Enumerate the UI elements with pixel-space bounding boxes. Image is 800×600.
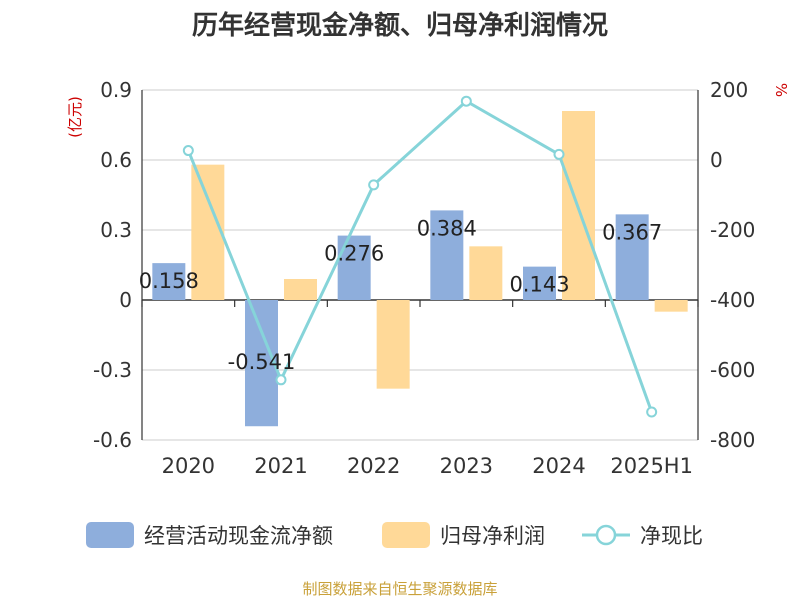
source-note: 制图数据来自恒生聚源数据库 [302,580,497,598]
bar-cashflow [152,263,186,300]
x-tick-label: 2022 [347,454,400,478]
data-label: 0.367 [602,220,662,244]
data-label: 0.143 [509,273,569,297]
y-right-unit: % [772,83,790,97]
bars [152,111,688,427]
y-left-tick-label: -0.3 [93,358,132,382]
bar-cashflow [430,210,464,300]
chart-title: 历年经营现金净额、归母净利润情况 [192,10,608,41]
y-right-tick-label: -200 [710,218,755,242]
bar-cashflow [245,300,278,427]
gridlines [142,89,698,441]
bar-netprofit [284,279,317,300]
ratio-point [182,145,194,157]
axes: 0.9 0.6 0.3 0 -0.3 -0.6 200 0 -200 -400 -600 -800 20… [93,78,755,478]
y-right-tick-label: -600 [710,358,755,382]
legend-swatch-cashflow [86,522,134,548]
y-left-tick-label: 0 [119,288,132,312]
ratio-line-path [186,99,654,413]
data-label: 0.158 [139,269,199,293]
bar-netprofit [654,300,688,312]
ratio-point [646,406,658,418]
y-right-tick-label: -400 [710,288,755,312]
y-right-tick-label: -800 [710,428,755,452]
data-label: 0.384 [417,216,477,240]
y-right-tick-label: 200 [710,78,748,102]
x-tick-label: 2023 [440,454,493,478]
x-tick-label: 2021 [254,454,307,478]
y-left-tick-label: 0.6 [100,148,132,172]
bar-netprofit [376,300,410,389]
y-left-tick-label: 0.9 [100,78,132,102]
bar-netprofit [469,246,503,300]
legend-label-netprofit: 归母净利润 [440,524,545,548]
legend-swatch-netprofit [382,522,430,548]
y-left-unit: (亿元) [66,96,84,138]
bar-cashflow [615,214,649,300]
ratio-point [275,374,287,386]
y-left-tick-label: 0.3 [100,218,132,242]
y-right-tick-label: 0 [710,148,723,172]
ratio-point [553,148,565,160]
data-label: 0.276 [324,242,384,266]
data-labels: 0.158 -0.541 0.276 0.384 0.143 0.367 [139,216,662,374]
data-label: -0.541 [228,350,296,374]
y-left-tick-label: -0.6 [93,428,132,452]
x-tick-label: 2024 [532,454,585,478]
bar-cashflow [523,266,556,300]
bar-netprofit [191,164,225,300]
x-tick-label: 2025H1 [610,454,693,478]
legend-label-cashflow: 经营活动现金流净额 [144,524,333,548]
legend: 经营活动现金流净额 归母净利润 净现比 [86,522,703,548]
ratio-point [460,95,472,107]
ratio-line [182,95,658,418]
ratio-point [368,179,380,191]
legend-label-ratio: 净现比 [640,524,703,548]
legend-swatch-ratio-marker [595,524,617,546]
x-tick-label: 2020 [162,454,215,478]
